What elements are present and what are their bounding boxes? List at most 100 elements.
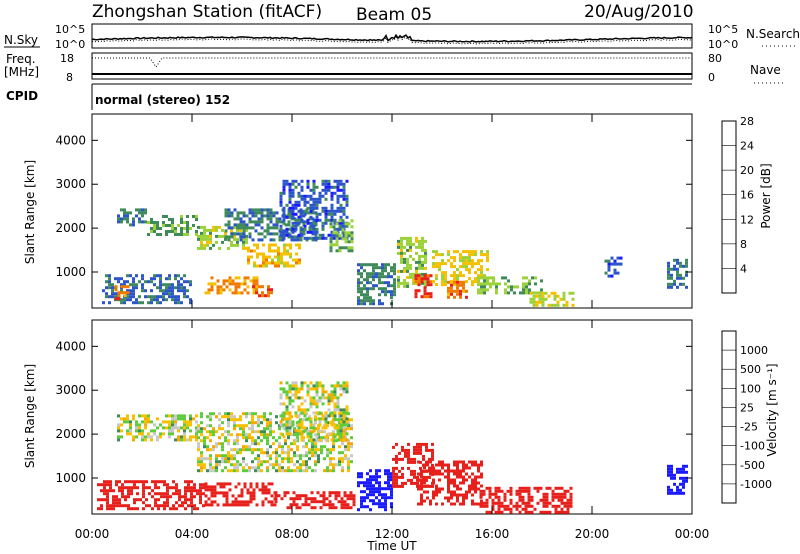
scatter-cell — [112, 495, 115, 499]
scatter-cell — [308, 457, 311, 461]
scatter-cell — [266, 226, 270, 230]
scatter-cell — [509, 498, 513, 502]
scatter-cell — [291, 209, 295, 213]
scatter-cell — [316, 491, 320, 495]
scatter-cell — [300, 185, 304, 189]
scatter-cell — [237, 276, 241, 280]
scatter-cell — [462, 286, 465, 290]
scatter-cell — [298, 506, 302, 510]
scatter-cell — [174, 230, 177, 233]
scatter-cell — [121, 489, 124, 493]
scatter-cell — [560, 486, 564, 490]
scatter-cell — [212, 427, 215, 431]
scatter-cell — [204, 482, 208, 486]
scatter-cell — [279, 387, 283, 391]
scatter-cell — [424, 260, 427, 264]
scatter-cell — [171, 286, 174, 290]
scatter-cell — [221, 454, 224, 458]
scatter-cell — [142, 495, 145, 499]
scatter-cell — [363, 481, 366, 485]
scatter-cell — [300, 197, 304, 201]
scatter-cell — [228, 482, 232, 486]
scatter-cell — [372, 275, 375, 279]
scatter-cell — [309, 221, 313, 225]
scatter-cell — [330, 423, 334, 427]
scatter-cell — [224, 454, 227, 458]
scatter-cell — [166, 498, 169, 502]
scatter-cell — [141, 283, 144, 287]
scatter-cell — [305, 208, 309, 212]
scatter-cell — [336, 405, 340, 409]
scatter-cell — [488, 510, 492, 514]
scatter-cell — [471, 253, 474, 257]
scatter-cell — [462, 274, 465, 278]
scatter-cell — [441, 280, 444, 284]
scatter-cell — [311, 232, 315, 236]
ytick-label: 4000 — [55, 133, 86, 147]
scatter-cell — [251, 424, 254, 428]
scatter-cell — [310, 497, 314, 501]
scatter-cell — [263, 427, 266, 431]
scatter-cell — [335, 231, 339, 235]
scatter-cell — [282, 212, 286, 216]
scatter-cell — [288, 209, 292, 213]
scatter-cell — [441, 472, 444, 476]
scatter-cell — [147, 221, 150, 224]
scatter-cell — [423, 295, 427, 299]
scatter-cell — [290, 235, 294, 239]
scatter-cell — [532, 303, 536, 307]
scatter-cell — [233, 421, 236, 425]
scatter-cell — [462, 256, 465, 260]
scatter-cell — [203, 442, 206, 446]
scatter-cell — [142, 483, 145, 487]
scatter-cell — [441, 259, 444, 263]
scatter-cell — [309, 387, 313, 391]
scatter-cell — [468, 475, 471, 479]
scatter-cell — [269, 433, 272, 437]
scatter-cell — [341, 457, 344, 461]
colorbar-label: -1000 — [740, 478, 772, 491]
scatter-cell — [279, 191, 283, 195]
scatter-cell — [312, 411, 316, 415]
scatter-cell — [398, 457, 401, 461]
scatter-cell — [500, 489, 504, 493]
scatter-cell — [293, 433, 296, 437]
scatter-cell — [560, 498, 564, 502]
scatter-cell — [474, 475, 477, 479]
scatter-cell — [474, 490, 477, 494]
scatter-cell — [421, 239, 424, 243]
scatter-cell — [159, 289, 162, 293]
scatter-cell — [187, 504, 190, 508]
scatter-cell — [423, 277, 427, 281]
scatter-cell — [233, 232, 237, 236]
scatter-cell — [275, 421, 278, 425]
scatter-cell — [453, 469, 456, 473]
scatter-cell — [165, 283, 168, 287]
scatter-cell — [324, 188, 328, 192]
scatter-cell — [414, 277, 418, 281]
scatter-cell — [340, 500, 344, 504]
scatter-cell — [378, 487, 381, 491]
scatter-cell — [251, 412, 254, 416]
scatter-cell — [195, 438, 198, 442]
scatter-cell — [162, 420, 165, 424]
scatter-cell — [333, 417, 337, 421]
scatter-cell — [357, 302, 360, 306]
scatter-cell — [400, 239, 403, 243]
scatter-cell — [423, 499, 426, 503]
scatter-cell — [121, 495, 124, 499]
xtick-label: 20:00 — [575, 527, 610, 541]
scatter-cell — [274, 491, 278, 495]
scatter-cell — [306, 390, 310, 394]
scatter-cell — [222, 494, 226, 498]
scatter-cell — [228, 288, 232, 292]
colorbar-label: 25 — [740, 401, 754, 414]
scatter-cell — [147, 435, 150, 439]
scatter-cell — [524, 510, 528, 514]
scatter-cell — [435, 502, 438, 506]
scatter-cell — [441, 262, 444, 266]
scatter-cell — [414, 274, 418, 278]
scatter-cell — [309, 209, 313, 213]
scatter-cell — [392, 469, 395, 473]
scatter-cell — [260, 220, 264, 224]
